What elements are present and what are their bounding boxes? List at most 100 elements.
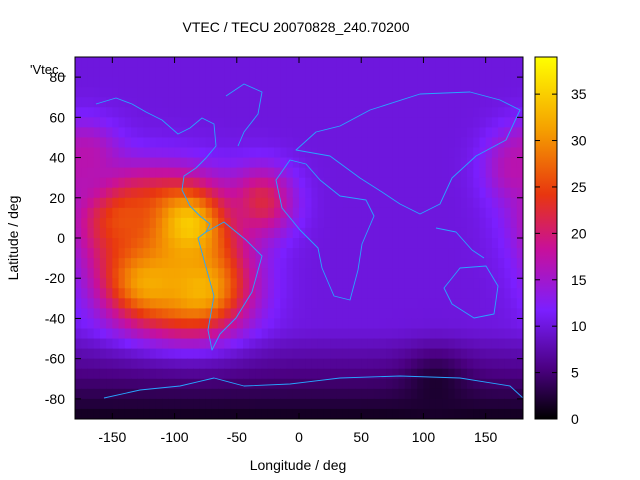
heatmap-cell [174, 157, 182, 169]
heatmap-cell [187, 57, 194, 68]
heatmap-cell [379, 147, 387, 159]
heatmap-cell [93, 378, 101, 390]
heatmap-cell [205, 207, 213, 219]
heatmap-cell [398, 268, 406, 279]
heatmap-cell [467, 248, 474, 259]
heatmap-cell [404, 127, 412, 139]
heatmap-cell [292, 248, 300, 259]
heatmap-cell [485, 398, 493, 410]
heatmap-cell [448, 117, 456, 128]
heatmap-cell [211, 227, 219, 239]
heatmap-cell [187, 107, 194, 118]
heatmap-cell [211, 308, 219, 320]
heatmap-cell [442, 278, 449, 289]
heatmap-cell [311, 187, 319, 199]
heatmap-cell [398, 258, 406, 269]
heatmap-cell [448, 127, 456, 139]
heatmap-cell [435, 97, 443, 108]
heatmap-cell [193, 358, 201, 370]
heatmap-cell [355, 197, 362, 209]
heatmap-cell [261, 258, 269, 269]
x-tick-label: -50 [227, 429, 247, 445]
heatmap-cell [112, 67, 120, 78]
heatmap-cell [485, 137, 493, 149]
heatmap-cell [348, 288, 356, 299]
heatmap-cell [317, 177, 325, 189]
heatmap-cell [81, 87, 89, 98]
heatmap-cell [149, 167, 157, 179]
heatmap-cell [255, 227, 263, 239]
heatmap-cell [473, 57, 481, 68]
heatmap-cell [243, 157, 250, 169]
heatmap-cell [442, 157, 449, 169]
heatmap-cell [137, 338, 145, 350]
heatmap-cell [155, 147, 163, 159]
heatmap-cell [498, 238, 505, 249]
heatmap-cell [236, 248, 244, 259]
heatmap-cell [155, 117, 163, 128]
heatmap-cell [317, 358, 325, 370]
heatmap-cell [174, 238, 182, 249]
heatmap-cell [311, 368, 319, 380]
heatmap-cell [392, 368, 400, 380]
heatmap-cell [224, 67, 232, 78]
heatmap-cell [75, 278, 82, 289]
heatmap-cell [423, 77, 431, 88]
heatmap-cell [348, 117, 356, 128]
heatmap-cell [243, 197, 250, 209]
heatmap-cell [448, 258, 456, 269]
heatmap-cell [411, 358, 418, 370]
heatmap-cell [75, 308, 82, 320]
heatmap-cell [193, 167, 201, 179]
heatmap-cell [323, 368, 331, 380]
heatmap-cell [187, 217, 194, 229]
heatmap-cell [137, 278, 145, 289]
heatmap-cell [131, 127, 138, 139]
heatmap-cell [398, 238, 406, 249]
heatmap-cell [87, 278, 95, 289]
heatmap-cell [355, 147, 362, 159]
heatmap-cell [330, 137, 337, 149]
heatmap-cell [193, 298, 201, 309]
heatmap-cell [261, 167, 269, 179]
heatmap-cell [137, 358, 145, 370]
heatmap-cell [112, 368, 120, 380]
heatmap-cell [99, 258, 107, 269]
heatmap-cell [485, 127, 493, 139]
heatmap-cell [236, 197, 244, 209]
heatmap-cell [224, 127, 232, 139]
heatmap-cell [305, 298, 313, 309]
heatmap-cell [162, 147, 169, 159]
heatmap-cell [274, 368, 281, 380]
heatmap-cell [112, 338, 120, 350]
heatmap-cell [93, 77, 101, 88]
heatmap-cell [423, 258, 431, 269]
heatmap-cell [292, 348, 300, 360]
heatmap-cell [411, 187, 418, 199]
heatmap-cell [491, 348, 499, 360]
heatmap-cell [510, 238, 518, 249]
heatmap-cell [311, 157, 319, 169]
heatmap-cell [137, 167, 145, 179]
heatmap-cell [435, 157, 443, 169]
heatmap-cell [479, 398, 487, 410]
heatmap-cell [392, 167, 400, 179]
heatmap-cell [75, 348, 82, 360]
heatmap-cell [373, 127, 381, 139]
heatmap-cell [224, 177, 232, 189]
heatmap-cell [485, 348, 493, 360]
heatmap-cell [442, 248, 449, 259]
heatmap-cell [305, 408, 313, 419]
heatmap-cell [106, 87, 113, 98]
heatmap-cell [305, 248, 313, 259]
heatmap-cell [491, 408, 499, 419]
heatmap-cell [224, 268, 232, 279]
heatmap-cell [106, 77, 113, 88]
heatmap-cell [205, 308, 213, 320]
heatmap-cell [168, 388, 176, 400]
heatmap-cell [149, 157, 157, 169]
heatmap-cell [423, 217, 431, 229]
heatmap-cell [187, 298, 194, 309]
heatmap-cell [435, 137, 443, 149]
